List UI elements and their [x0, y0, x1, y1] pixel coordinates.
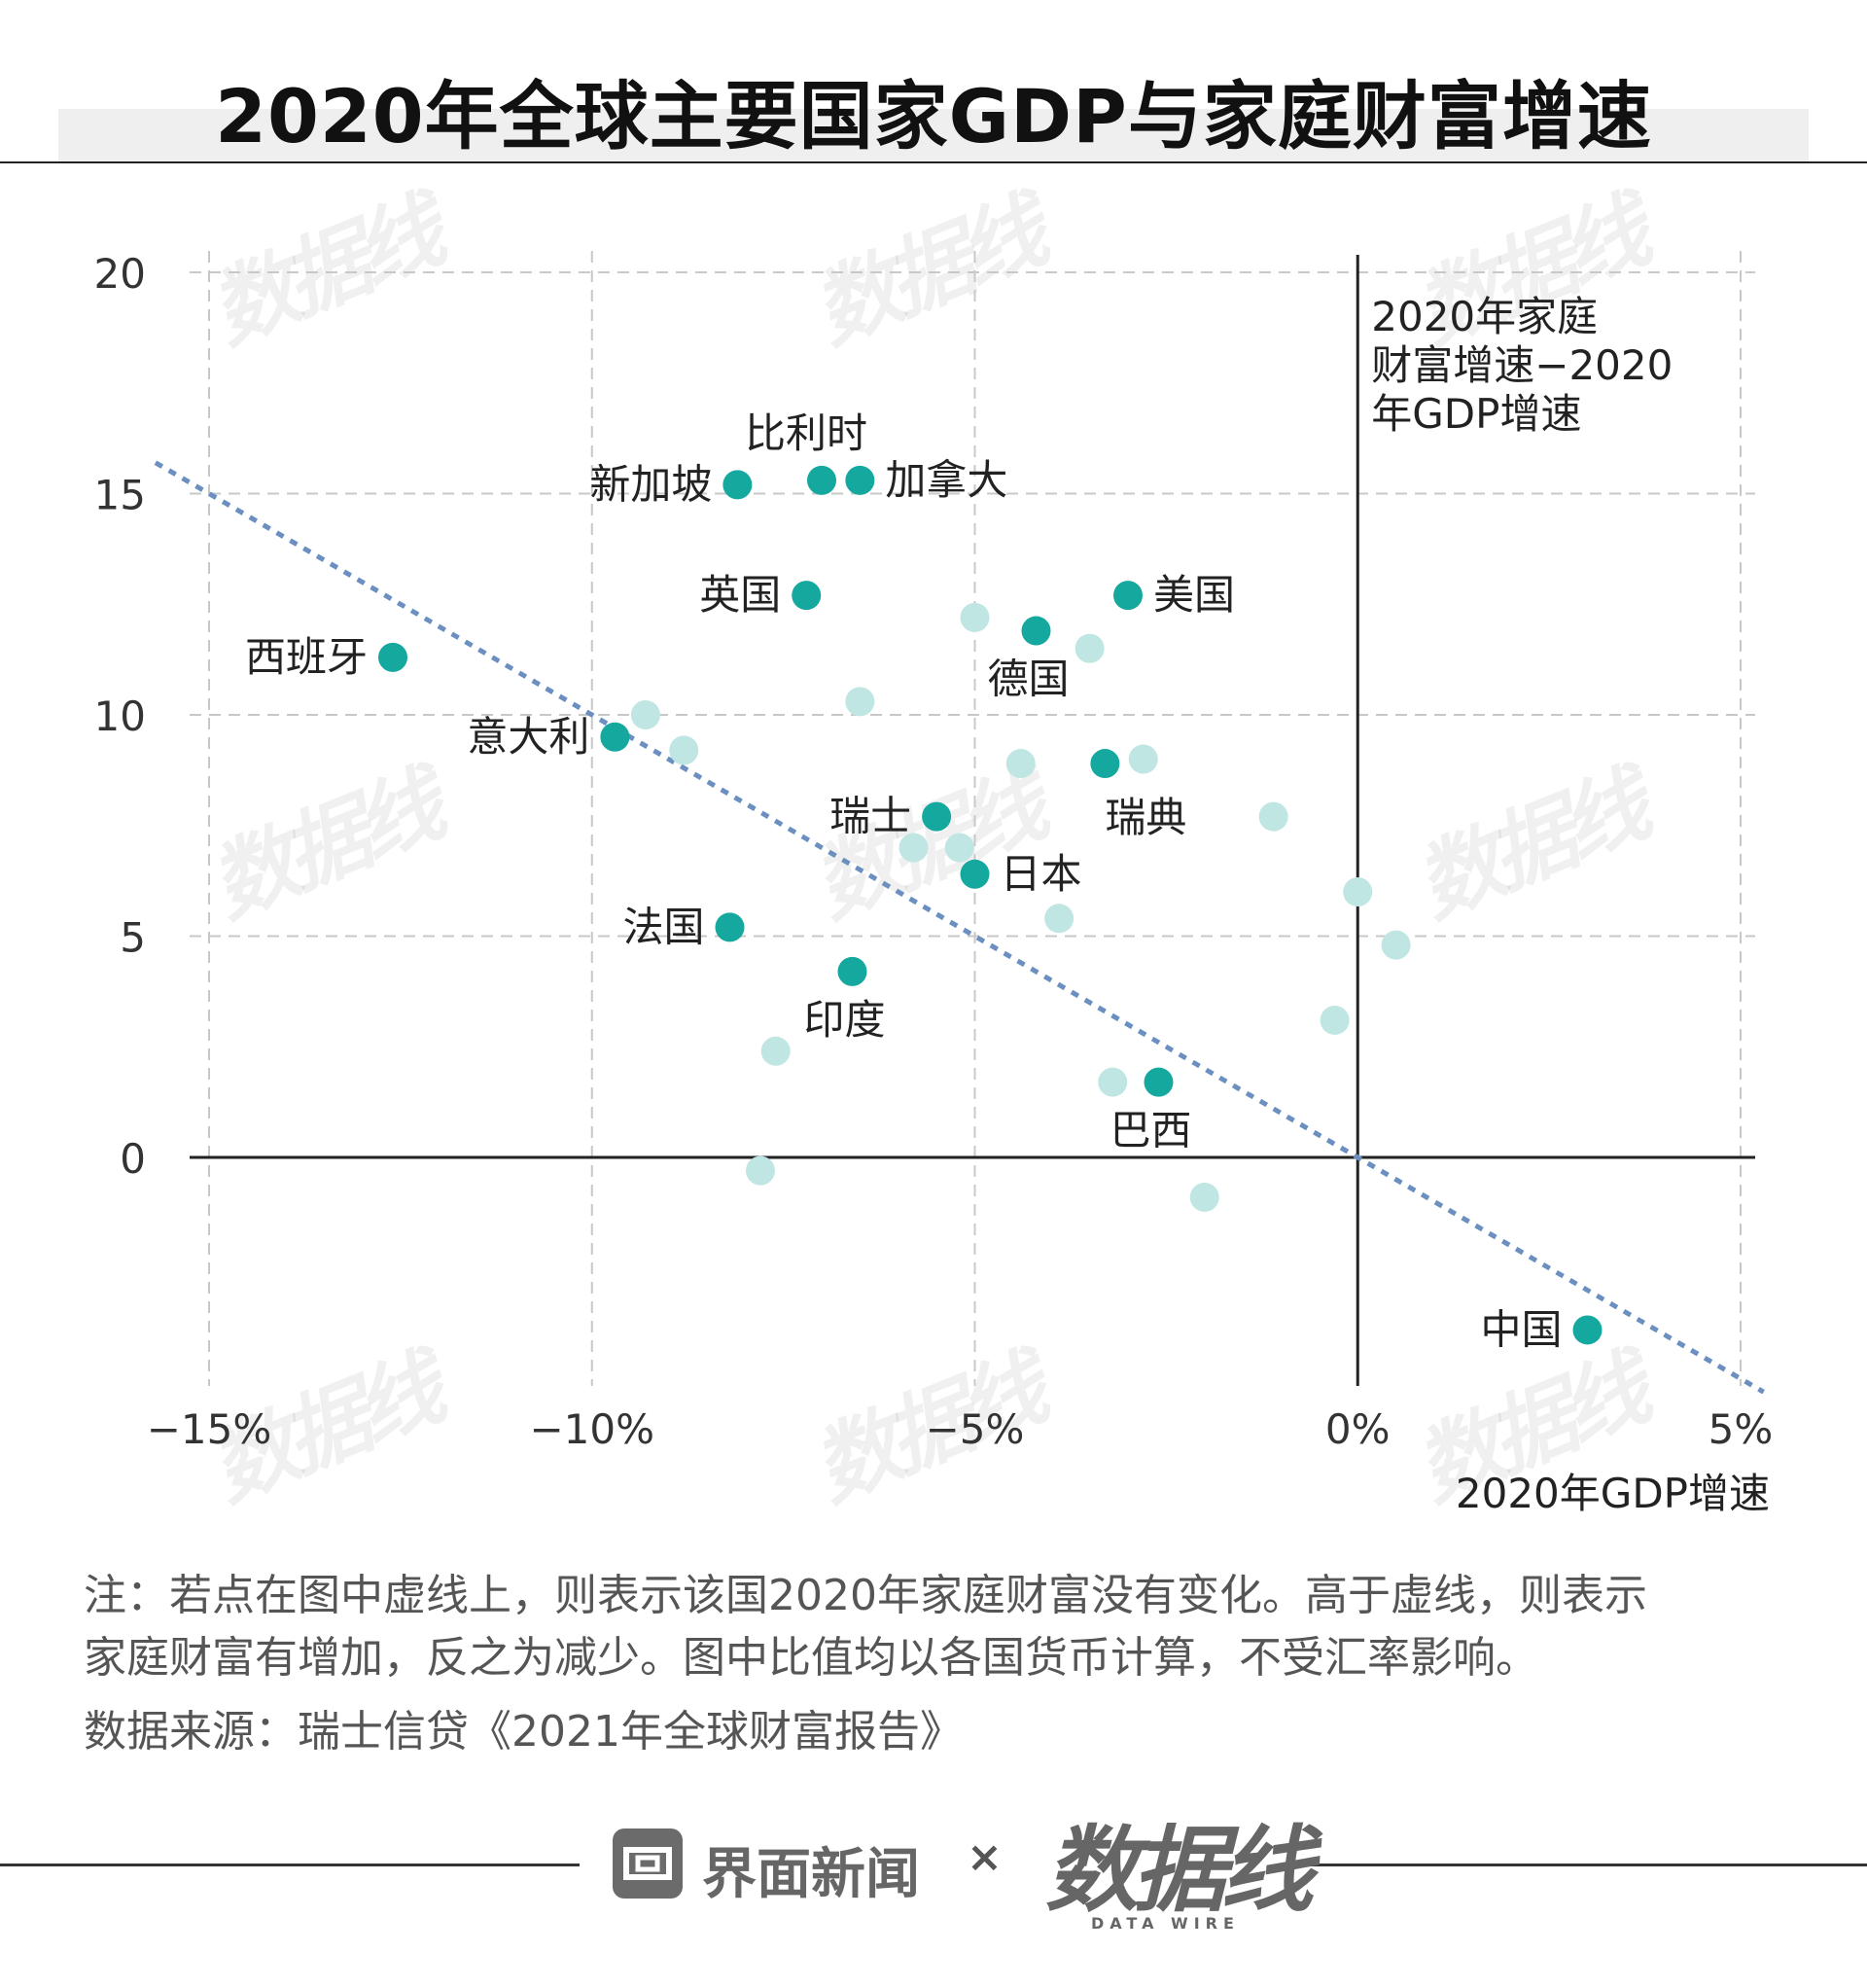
- scatter-point-other: [669, 735, 699, 765]
- y-tick-label: 20: [94, 250, 146, 298]
- brand-datawire-logo: 数据线: [1045, 1816, 1314, 1925]
- points-layer: [378, 465, 1603, 1345]
- scatter-point-other: [960, 602, 990, 632]
- scatter-point-highlight: [378, 642, 407, 672]
- scatter-point-other: [1005, 749, 1036, 779]
- point-label: 中国: [1480, 1305, 1562, 1353]
- scatter-point-highlight: [600, 722, 630, 752]
- scatter-point-other: [1343, 877, 1373, 906]
- scatter-point-other: [1128, 744, 1158, 774]
- point-label: 德国: [987, 656, 1069, 703]
- reference-line-label: 财富增速−2020: [1371, 341, 1673, 389]
- scatter-point-other: [845, 687, 875, 717]
- scatter-point-highlight: [1144, 1067, 1174, 1097]
- x-tick-label: −15%: [147, 1405, 272, 1453]
- scatter-point-highlight: [807, 465, 836, 495]
- reference-line-label: 年GDP增速: [1371, 390, 1581, 438]
- point-label: 新加坡: [589, 460, 712, 508]
- title-band: [58, 109, 1809, 161]
- scatter-chart: 0 5 10 15 20 −15% −10% −5% 0% 5% 2020年GDP增速 2020年家…: [94, 250, 1774, 1517]
- scatter-point-highlight: [722, 470, 753, 500]
- times-separator: ×: [967, 1832, 1003, 1882]
- brand-jiemian: 界面新闻: [702, 1843, 920, 1906]
- scatter-point-other: [1074, 633, 1105, 663]
- y-tick-label: 5: [120, 914, 146, 962]
- x-tick-label: 0%: [1325, 1405, 1391, 1453]
- point-label: 瑞士: [829, 793, 911, 840]
- grid-layer: [190, 251, 1755, 1386]
- scatter-point-highlight: [922, 801, 952, 832]
- scatter-point-other: [1044, 904, 1074, 934]
- scatter-point-other: [1320, 1005, 1350, 1035]
- scatter-point-other: [1258, 801, 1288, 832]
- x-tick-label: −5%: [926, 1405, 1025, 1453]
- x-tick-label: −10%: [529, 1405, 654, 1453]
- scatter-point-highlight: [1572, 1315, 1603, 1345]
- scatter-point-other: [1189, 1182, 1219, 1212]
- reference-line: [154, 460, 1765, 1395]
- scatter-point-highlight: [845, 465, 875, 495]
- point-label: 巴西: [1110, 1107, 1191, 1154]
- page-title: 2020年全球主要国家GDP与家庭财富增速: [215, 73, 1652, 160]
- point-label: 日本: [1001, 850, 1082, 898]
- note-line-2: 家庭财富有增加，反之为减少。图中比值均以各国货币计算，不受汇率影响。: [84, 1633, 1538, 1683]
- scatter-point-other: [898, 833, 929, 863]
- point-label: 加拿大: [885, 456, 1007, 504]
- x-axis-label: 2020年GDP增速: [1456, 1470, 1770, 1517]
- footer-divider-right: [1286, 1864, 1867, 1866]
- point-label: 瑞典: [1105, 794, 1186, 841]
- scatter-point-highlight: [792, 581, 822, 611]
- reference-line-label: 2020年家庭: [1371, 293, 1598, 340]
- scatter-point-other: [1098, 1067, 1128, 1097]
- scatter-point-other: [944, 833, 974, 863]
- jiemian-logo-icon: [613, 1828, 683, 1899]
- point-label: 美国: [1153, 571, 1235, 619]
- scatter-point-highlight: [1090, 749, 1120, 779]
- scatter-point-highlight: [1113, 581, 1143, 611]
- scatter-point-other: [760, 1036, 791, 1066]
- note-line-1: 注：若点在图中虚线上，则表示该国2020年家庭财富没有变化。高于虚线，则表示: [84, 1571, 1647, 1620]
- source-note: 数据来源：瑞士信贷《2021年全球财富报告》: [84, 1707, 963, 1757]
- point-label: 印度: [803, 996, 885, 1044]
- point-label: 法国: [622, 903, 704, 950]
- point-label: 比利时: [745, 409, 867, 457]
- axis-layer: 0 5 10 15 20 −15% −10% −5% 0% 5% 2020年GDP增速: [94, 250, 1774, 1517]
- footer-divider-left: [0, 1864, 580, 1866]
- scatter-point-highlight: [837, 956, 867, 986]
- title-divider: [0, 161, 1867, 163]
- point-label: 英国: [699, 571, 781, 619]
- point-label: 西班牙: [245, 633, 368, 681]
- point-label: 意大利: [467, 713, 589, 761]
- scatter-point-highlight: [715, 912, 745, 942]
- scatter-point-other: [630, 700, 660, 729]
- scatter-point-other: [746, 1155, 775, 1186]
- scatter-point-highlight: [960, 859, 990, 889]
- brand-datawire-sub: DATA WIRE: [1091, 1914, 1240, 1933]
- y-tick-label: 10: [94, 692, 146, 740]
- x-tick-label: 5%: [1708, 1405, 1774, 1453]
- y-tick-label: 0: [120, 1135, 146, 1183]
- y-tick-label: 15: [94, 472, 146, 519]
- scatter-point-highlight: [1021, 616, 1051, 646]
- reference-line-layer: [154, 460, 1765, 1395]
- scatter-point-other: [1381, 930, 1411, 960]
